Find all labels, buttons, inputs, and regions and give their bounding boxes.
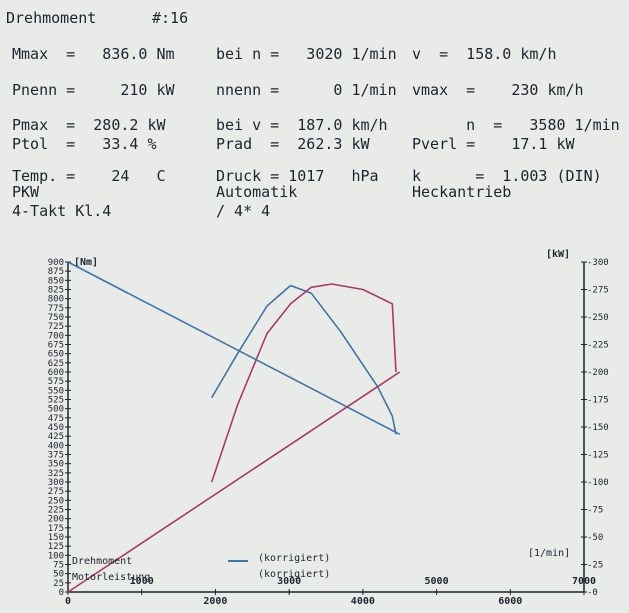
series-line-motorleistung-3 (67, 371, 401, 593)
left-tick-label: 475 (48, 414, 64, 424)
right-tick-label: -125 (587, 451, 609, 461)
left-tick-label: 900 (48, 258, 64, 268)
x-tick-label: 1000 (130, 576, 154, 587)
left-tick-label: 25 (53, 579, 64, 589)
x-tick-label: 7000 (572, 576, 596, 587)
info-row-5-col-1: Automatik (216, 183, 298, 201)
left-tick-label: 825 (48, 286, 64, 296)
left-tick-label: 425 (48, 432, 64, 442)
info-row-4-col-2: k = 1.003 (DIN) (412, 167, 602, 185)
left-tick-label: 750 (48, 313, 64, 323)
right-tick-label: -25 (587, 561, 603, 571)
left-tick-label: 125 (48, 542, 64, 552)
left-tick-label: 225 (48, 506, 64, 516)
info-row-1-col-0: Pnenn = 210 kW (12, 81, 175, 99)
left-tick-label: 150 (48, 533, 64, 543)
info-row-3-col-0: Ptol = 33.4 % (12, 135, 157, 153)
left-tick-label: 75 (53, 561, 64, 571)
left-tick-label: 375 (48, 451, 64, 461)
left-tick-label: 400 (48, 441, 64, 451)
right-tick-label: -250 (587, 313, 609, 323)
left-tick-label: 725 (48, 322, 64, 332)
info-row-5-col-2: Heckantrieb (412, 183, 512, 201)
info-row-6-col-1: / 4* 4 (216, 202, 271, 220)
legend-name-1: Motorleistung (72, 572, 150, 583)
left-tick-label: 450 (48, 423, 64, 433)
x-tick-label: 6000 (498, 596, 522, 607)
legend-name-0: Drehmoment (72, 556, 132, 567)
info-row-6-col-0: 4-Takt Kl.4 (12, 202, 112, 220)
x-tick-label: 0 (65, 596, 71, 607)
left-tick-label: 550 (48, 386, 64, 396)
right-tick-label: -100 (587, 478, 609, 488)
right-tick-label: -300 (587, 258, 609, 268)
series-line-drehmoment-2 (67, 261, 401, 436)
info-row-5-col-0: PKW (12, 183, 40, 201)
x-tick-label: 4000 (351, 596, 375, 607)
sheet-title: Drehmoment (6, 9, 97, 27)
x-tick-label: 5000 (425, 576, 449, 587)
left-tick-label: 600 (48, 368, 64, 378)
right-tick-label: -225 (587, 341, 609, 351)
right-tick-label: -50 (587, 533, 603, 543)
left-axis-label: [Nm] (74, 257, 98, 268)
info-row-0-col-1: bei n = 3020 1/min (216, 45, 397, 63)
info-row-2-col-1: bei v = 187.0 km/h (216, 116, 388, 134)
series-line-motorleistung-1 (210, 283, 397, 483)
left-tick-label: 325 (48, 469, 64, 479)
left-tick-label: 0 (59, 588, 64, 598)
left-tick-label: 850 (48, 276, 64, 286)
left-tick-label: 175 (48, 524, 64, 534)
left-tick-label: 500 (48, 405, 64, 415)
left-tick-label: 50 (53, 570, 64, 580)
left-tick-label: 525 (48, 396, 64, 406)
right-axis-label: [kW] (546, 249, 570, 260)
left-tick-label: 200 (48, 515, 64, 525)
info-row-4-col-1: Druck = 1017 hPa (216, 167, 379, 185)
left-tick-label: 675 (48, 341, 64, 351)
right-tick-label: -150 (587, 423, 609, 433)
left-tick-label: 350 (48, 460, 64, 470)
left-tick-label: 575 (48, 377, 64, 387)
info-row-4-col-0: Temp. = 24 C (12, 167, 166, 185)
right-tick-label: -175 (587, 396, 609, 406)
left-tick-label: 250 (48, 496, 64, 506)
sheet-number: #:16 (152, 9, 189, 27)
x-tick-label: 2000 (203, 596, 227, 607)
right-tick-label: -200 (587, 368, 609, 378)
info-row-2-col-2: n = 3580 1/min (412, 116, 620, 134)
right-tick-label: -75 (587, 506, 603, 516)
left-tick-label: 275 (48, 487, 64, 497)
left-tick-label: 650 (48, 350, 64, 360)
right-tick-label: -275 (587, 286, 609, 296)
left-tick-label: 800 (48, 295, 64, 305)
left-tick-label: 300 (48, 478, 64, 488)
info-row-3-col-2: Pverl = 17.1 kW (412, 135, 575, 153)
info-row-1-col-2: vmax = 230 km/h (412, 81, 584, 99)
series-line-drehmoment-0 (211, 284, 397, 435)
info-row-0-col-0: Mmax = 836.0 Nm (12, 45, 175, 63)
left-tick-label: 700 (48, 331, 64, 341)
x-axis-label: [1/min] (528, 548, 570, 559)
right-tick-label: -0 (587, 588, 598, 598)
info-row-2-col-0: Pmax = 280.2 kW (12, 116, 166, 134)
info-row-1-col-1: nnenn = 0 1/min (216, 81, 397, 99)
left-tick-label: 875 (48, 267, 64, 277)
info-row-3-col-1: Prad = 262.3 kW (216, 135, 370, 153)
left-tick-label: 775 (48, 304, 64, 314)
x-tick-label: 3000 (277, 576, 301, 587)
left-tick-label: 100 (48, 551, 64, 561)
legend-note-0: (korrigiert) (258, 553, 330, 564)
left-tick-label: 625 (48, 359, 64, 369)
info-row-0-col-2: v = 158.0 km/h (412, 45, 557, 63)
legend-note-1: (korrigiert) (258, 569, 330, 580)
